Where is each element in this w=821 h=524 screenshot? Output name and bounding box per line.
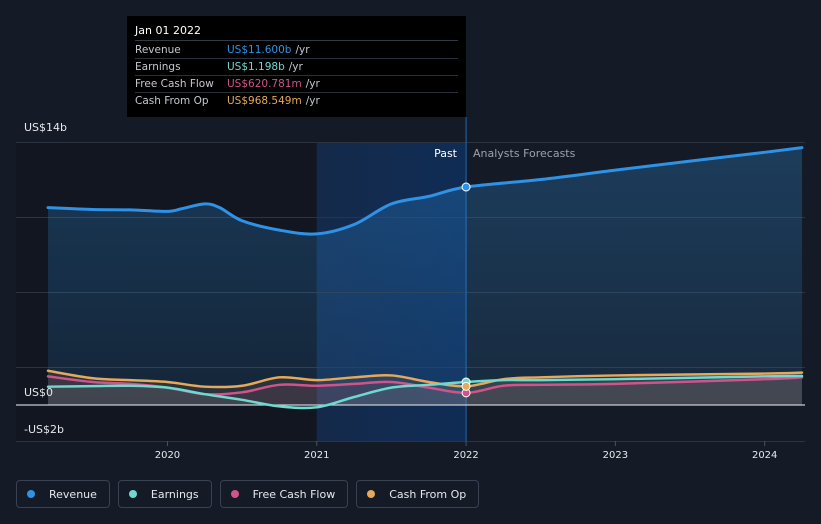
x-tick-label: 2022 <box>453 450 478 461</box>
past-label: Past <box>434 147 458 160</box>
tooltip-value: US$620.781m <box>227 78 302 90</box>
legend-item-revenue[interactable]: Revenue <box>16 480 110 508</box>
legend-item-free-cash-flow[interactable]: Free Cash Flow <box>219 480 349 508</box>
legend-dot-icon <box>27 490 35 498</box>
tooltip-row-cash-from-op: Cash From Op US$968.549m /yr <box>135 93 458 109</box>
y-tick-label: US$0 <box>24 386 53 399</box>
series-line-revenue <box>46 146 804 236</box>
tooltip-label: Earnings <box>135 61 181 73</box>
x-tick-label: 2023 <box>603 450 628 461</box>
legend-item-earnings[interactable]: Earnings <box>117 480 212 508</box>
legend-dot-icon <box>128 490 137 498</box>
tooltip-unit: /yr <box>295 44 310 56</box>
tooltip-row-free-cash-flow: Free Cash Flow US$620.781m /yr <box>135 76 458 93</box>
tooltip-row-earnings: Earnings US$1.198b /yr <box>135 59 458 76</box>
tooltip-unit: /yr <box>305 95 320 107</box>
legend-label: Cash From Op <box>389 487 467 501</box>
tooltip-label: Revenue <box>135 44 181 56</box>
legend-label: Free Cash Flow <box>252 487 336 501</box>
tooltip-unit: /yr <box>288 61 303 73</box>
hover-point-cash-from-op <box>461 381 471 391</box>
series-line-cash-from-op <box>46 369 804 389</box>
legend-dot-icon <box>367 490 376 498</box>
tooltip-unit: /yr <box>305 78 320 90</box>
series-area-revenue <box>48 147 803 405</box>
hover-point-revenue <box>461 182 471 192</box>
tooltip-label: Cash From Op <box>135 95 209 107</box>
tooltip-label: Free Cash Flow <box>135 78 214 90</box>
x-tick-label: 2021 <box>304 450 329 461</box>
tooltip-value: US$1.198b <box>227 61 285 73</box>
tooltip-value: US$11.600b <box>227 44 292 56</box>
legend-label: Revenue <box>49 487 97 501</box>
legend-label: Earnings <box>150 487 199 501</box>
tooltip-date: Jan 01 2022 <box>135 22 458 41</box>
hover-tooltip: Jan 01 2022 Revenue US$11.600b /yr Earni… <box>127 16 466 117</box>
forecast-label: Analysts Forecasts <box>473 147 576 160</box>
y-tick-label: US$14b <box>24 121 67 134</box>
series-area-free-cash-flow <box>48 376 803 405</box>
x-tick-label: 2020 <box>155 450 180 461</box>
series-line-earnings <box>46 374 804 410</box>
x-tick-label: 2024 <box>752 450 777 461</box>
tooltip-value: US$968.549m <box>227 95 302 107</box>
y-tick-label: -US$2b <box>24 423 64 436</box>
chart-legend: Revenue Earnings Free Cash Flow Cash Fro… <box>16 480 480 508</box>
legend-item-cash-from-op[interactable]: Cash From Op <box>356 480 480 508</box>
tooltip-row-revenue: Revenue US$11.600b /yr <box>135 42 458 59</box>
legend-dot-icon <box>230 490 239 498</box>
